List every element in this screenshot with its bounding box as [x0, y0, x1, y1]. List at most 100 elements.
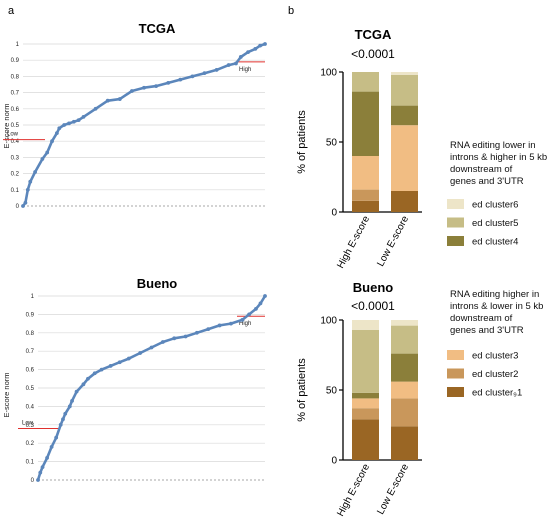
bar-segment-ed-cluster4 [352, 392, 379, 399]
data-point [229, 321, 233, 326]
tcga-line-title: TCGA [139, 21, 176, 36]
data-point [166, 80, 171, 85]
y-tick-label: 50 [326, 138, 338, 149]
legend-swatch [447, 199, 464, 209]
data-point [238, 55, 243, 59]
data-point [160, 340, 165, 344]
y-tick-label: 0.4 [11, 139, 20, 145]
data-point [263, 42, 267, 46]
x-category-label: High E-score [335, 462, 372, 519]
legend-item-label: ed cluster₉1 [472, 388, 522, 399]
y-tick-label: 0.8 [11, 74, 20, 80]
bar-segment-ed-cluster2 [352, 408, 379, 420]
y-tick-label: 0.1 [26, 460, 35, 466]
data-point [138, 351, 143, 355]
data-point [49, 444, 54, 449]
bar-segment-ed-cluster5 [391, 74, 418, 106]
data-point [234, 61, 238, 66]
legend-item-label: ed cluster2 [472, 369, 518, 380]
legend-swatch [447, 217, 464, 228]
bar-segment-ed-cluster2 [391, 398, 418, 427]
bueno-stacked-bar-chart: Bueno <0.0001 % of patients 0 50 100 High E… [296, 280, 422, 518]
data-point [206, 327, 211, 332]
threshold-high-label: High [239, 67, 251, 73]
data-point [117, 360, 122, 365]
data-point [54, 435, 59, 440]
data-point [183, 334, 188, 339]
y-tick-label: 0.2 [26, 441, 35, 447]
legend-item-label: ed cluster6 [472, 200, 518, 211]
legend-note-line: introns & lower in 5 kb [450, 301, 543, 312]
legend-swatch [447, 236, 464, 246]
bar-segment-ed-cluster5 [352, 72, 379, 92]
data-point [130, 89, 134, 93]
data-point [57, 126, 62, 131]
panel-label-b: b [288, 5, 294, 17]
y-tick-label: 0.9 [11, 58, 20, 64]
y-tick-label: 50 [326, 386, 338, 397]
data-point [38, 470, 43, 475]
x-category-label: High E-score [335, 214, 372, 271]
bar-segment-ed-cluster1 [352, 419, 379, 460]
data-point [178, 77, 183, 82]
legend-note-line: RNA editing higher in [450, 289, 539, 300]
y-tick-label: 0.3 [11, 155, 20, 161]
tcga-bar-title: TCGA [355, 27, 392, 42]
data-point [263, 294, 267, 298]
y-tick-label: 0 [331, 456, 337, 467]
tcga-bar-y-axis-label: % of patients [296, 110, 308, 174]
bar-segment-ed-cluster1 [391, 191, 418, 212]
legend-item-label: ed cluster3 [472, 351, 518, 362]
legend-note-line: genes and 3'UTR [450, 176, 524, 187]
data-point [92, 371, 97, 376]
y-tick-label: 1 [31, 294, 35, 300]
data-point [54, 131, 59, 136]
data-point [81, 115, 86, 119]
bueno-escore-line-chart: Bueno E-score norm 0 0.1 0.2 0.3 0.4 0.5 0.6 0.… [2, 276, 267, 484]
data-point [142, 85, 146, 90]
data-point [71, 119, 76, 124]
legend-note-line: introns & higher in 5 kb [450, 152, 547, 163]
data-point [76, 118, 81, 123]
y-tick-label: 0.7 [11, 91, 20, 97]
legend-swatch [447, 350, 464, 360]
panel-label-a: a [8, 5, 15, 17]
bar-segment-ed-cluster6 [391, 72, 418, 75]
data-point [93, 106, 98, 111]
data-point [28, 179, 33, 184]
data-point [240, 318, 245, 322]
bar-segment-ed-cluster4 [391, 105, 418, 126]
legend-swatch [447, 368, 464, 379]
data-point [50, 139, 54, 144]
data-point [36, 478, 40, 482]
data-point [40, 157, 45, 161]
data-point [45, 150, 50, 155]
data-point [70, 398, 74, 403]
data-point [74, 389, 79, 394]
bar-segment-ed-cluster3 [352, 398, 379, 409]
data-point [254, 306, 258, 311]
data-point [63, 411, 68, 416]
data-point [117, 97, 122, 101]
legend-note-line: genes and 3'UTR [450, 325, 524, 336]
y-tick-label: 0.7 [26, 349, 35, 355]
y-tick-label: 0.6 [26, 368, 35, 374]
data-point [40, 465, 45, 470]
threshold-low-label: Low [22, 420, 34, 426]
bar-segment-ed-cluster6 [391, 320, 418, 326]
bar-segment-ed-cluster2 [352, 189, 379, 201]
bar-segment-ed-cluster4 [352, 91, 379, 156]
data-point [202, 71, 207, 76]
data-point [190, 74, 195, 79]
data-point [58, 422, 63, 427]
data-point [62, 123, 67, 127]
y-tick-label: 0 [331, 208, 337, 219]
y-tick-label: 100 [320, 68, 337, 79]
bar-segment-ed-cluster5 [391, 325, 418, 354]
bar-segment-ed-cluster3 [391, 381, 418, 399]
y-tick-label: 0 [31, 478, 35, 484]
tcga-stacked-bar-chart: TCGA <0.0001 % of patients 0 50 100 High E-… [296, 27, 422, 270]
bueno-p-value: <0.0001 [351, 299, 395, 313]
